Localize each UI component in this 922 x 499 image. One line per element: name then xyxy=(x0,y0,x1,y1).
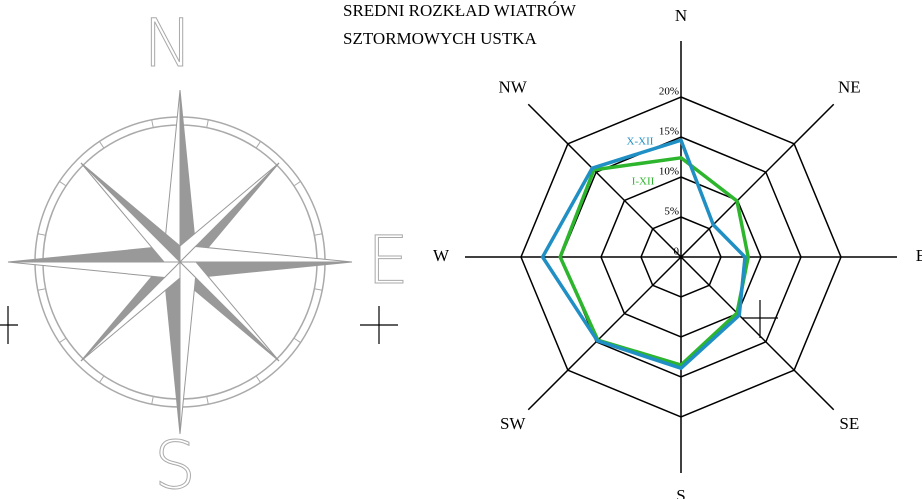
rose-tick xyxy=(314,234,322,236)
r-tick-label: 10% xyxy=(659,166,679,178)
axis-line xyxy=(681,257,834,410)
direction-label: N xyxy=(675,6,687,25)
rose-point xyxy=(8,262,180,278)
r-tick-label: 5% xyxy=(664,206,679,218)
rose-tick xyxy=(99,141,103,148)
rose-tick xyxy=(207,396,209,404)
r-tick-label: 20% xyxy=(659,86,679,98)
compass-letter: E xyxy=(367,222,409,299)
direction-label: SW xyxy=(500,414,526,433)
rose-tick xyxy=(256,376,260,383)
rose-point xyxy=(180,246,352,262)
direction-label: E xyxy=(916,246,922,265)
rose-tick xyxy=(314,289,322,291)
rose-tick xyxy=(38,234,46,236)
title-line: SZTORMOWYCH USTKA xyxy=(343,29,538,48)
rose-tick xyxy=(294,338,301,342)
direction-label: SE xyxy=(839,414,859,433)
rose-tick xyxy=(207,120,209,128)
rose-tick xyxy=(59,181,66,185)
direction-label: NE xyxy=(838,78,861,97)
rose-tick xyxy=(99,376,103,383)
title-line: SREDNI ROZKŁAD WIATRÓW xyxy=(343,1,577,20)
r-tick-label: 15% xyxy=(659,126,679,138)
rose-point xyxy=(180,262,196,434)
direction-label: S xyxy=(676,486,685,499)
compass-letter: S xyxy=(154,427,196,499)
rose-tick xyxy=(59,338,66,342)
rose-tick xyxy=(152,396,154,404)
compass-letter: N xyxy=(143,5,192,82)
direction-label: W xyxy=(433,246,450,265)
rose-tick xyxy=(152,120,154,128)
series-label: I-XII xyxy=(632,176,655,188)
direction-label: NW xyxy=(499,78,528,97)
rose-tick xyxy=(294,181,301,185)
rose-tick xyxy=(256,141,260,148)
compass-rose xyxy=(8,90,352,434)
rose-point xyxy=(81,163,180,262)
rose-tick xyxy=(38,289,46,291)
axis-line xyxy=(528,257,681,410)
axis-line xyxy=(681,104,834,257)
chart: SREDNI ROZKŁAD WIATRÓW SZTORMOWYCH USTKA… xyxy=(0,0,922,499)
series-label: X-XII xyxy=(627,136,654,148)
